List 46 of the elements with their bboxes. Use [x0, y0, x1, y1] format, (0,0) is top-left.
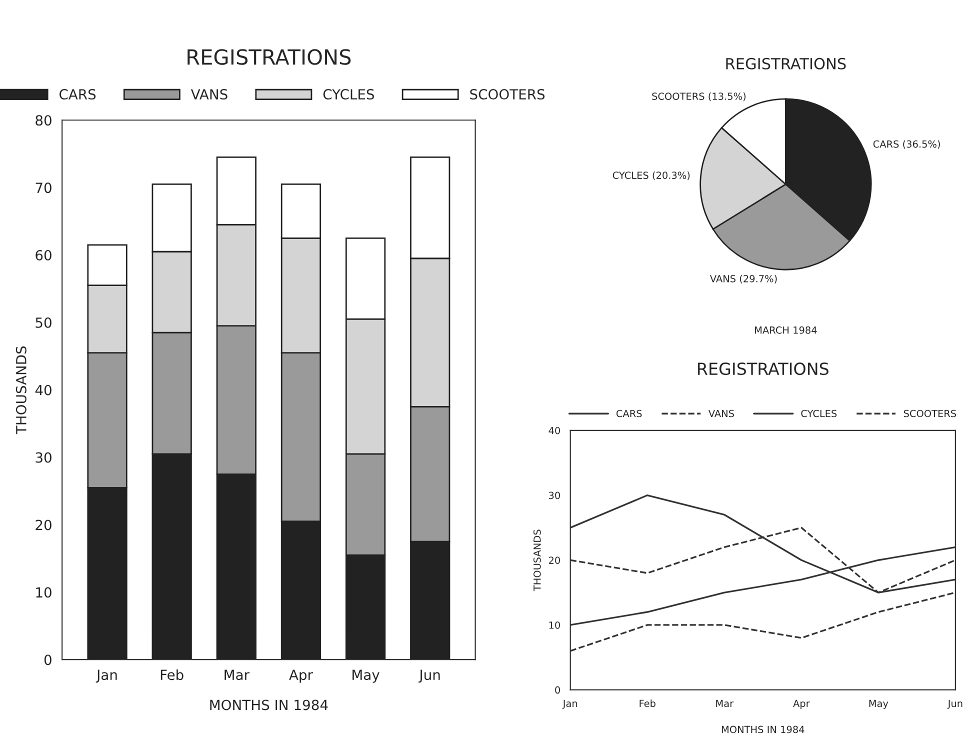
chart-title: REGISTRATIONS: [188, 49, 351, 65]
x-tick-label: Jan: [96, 670, 117, 683]
y-tick-label: 60: [36, 250, 52, 260]
legend-label: CARS: [616, 410, 642, 418]
y-axis-title: THOUSANDS: [16, 346, 26, 434]
y-axis-title: THOUSANDS: [533, 530, 541, 592]
chart-title: REGISTRATIONS: [698, 362, 828, 376]
y-tick-label: 70: [36, 182, 52, 194]
y-tick-label: 20: [548, 556, 560, 564]
x-tick-label: Feb: [160, 669, 184, 680]
x-tick-label: Feb: [640, 700, 656, 708]
legend-label: VANS: [708, 410, 734, 418]
y-tick-label: 80: [36, 115, 52, 126]
chart-title: REGISTRATIONS: [726, 58, 846, 70]
y-tick-label: 30: [549, 492, 560, 500]
y-tick-label: 0: [555, 686, 560, 694]
y-tick-label: 20: [36, 520, 52, 530]
x-axis-title: MONTHS IN 1984: [210, 700, 328, 710]
legend-label: CYCLES: [801, 410, 837, 418]
legend-label: SCOOTERS: [470, 89, 545, 100]
x-tick-label: Mar: [224, 670, 250, 680]
legend-label: CARS: [59, 89, 96, 100]
x-tick-label: Mar: [716, 700, 734, 708]
slice-label: CARS (36.5%): [873, 140, 940, 149]
x-tick-label: Apr: [793, 700, 810, 709]
legend-label: CYCLES: [323, 89, 374, 100]
y-tick-label: 10: [36, 587, 52, 598]
slice-label: SCOOTERS (13.5%): [652, 92, 746, 102]
y-tick-label: 40: [35, 384, 52, 396]
y-tick-label: 30: [36, 452, 52, 463]
legend-label: VANS: [190, 89, 228, 100]
x-tick-label: Jan: [562, 700, 578, 709]
x-tick-label: Jun: [947, 700, 962, 709]
text: MARCH 1984: [755, 326, 817, 334]
y-tick-label: 50: [36, 317, 52, 328]
legend-label: SCOOTERS: [904, 410, 956, 418]
x-tick-label: May: [352, 670, 380, 683]
slice-label: VANS (29.7%): [710, 274, 777, 284]
slice-label: CYCLES (20.3%): [612, 171, 690, 180]
y-tick-label: 40: [548, 426, 560, 434]
x-tick-label: Apr: [289, 670, 313, 683]
y-tick-label: 0: [44, 654, 52, 666]
x-tick-label: Jun: [418, 670, 440, 683]
y-tick-label: 10: [549, 621, 560, 629]
x-axis-title: MONTHS IN 1984: [722, 726, 804, 734]
x-tick-label: May: [869, 700, 888, 709]
